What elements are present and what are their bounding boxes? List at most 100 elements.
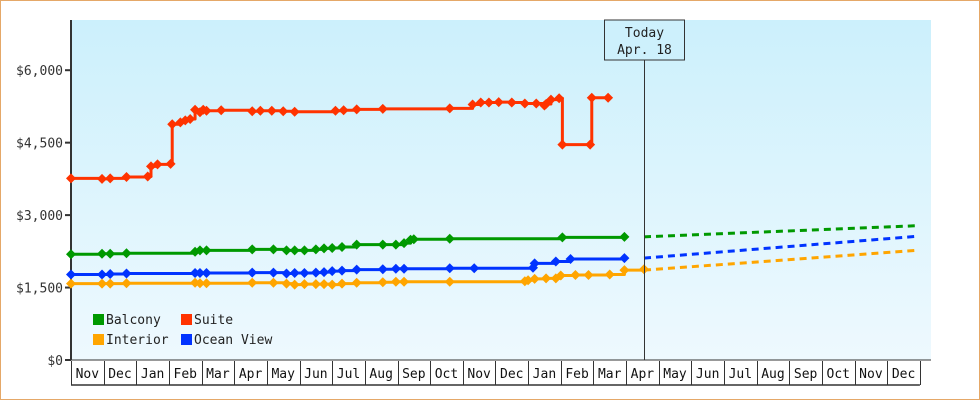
data-point-marker[interactable] [165, 158, 176, 169]
data-point-marker[interactable] [299, 268, 310, 279]
data-point-marker[interactable] [201, 245, 212, 256]
data-point-marker[interactable] [299, 245, 310, 256]
data-point-marker[interactable] [336, 265, 347, 276]
data-point-marker[interactable] [619, 231, 630, 242]
data-point-marker[interactable] [523, 275, 534, 286]
data-point-marker[interactable] [268, 267, 279, 278]
data-point-marker[interactable] [338, 105, 349, 116]
data-point-marker[interactable] [105, 248, 116, 259]
data-point-marker[interactable] [529, 273, 540, 284]
data-point-marker[interactable] [194, 268, 205, 279]
data-point-marker[interactable] [603, 92, 614, 103]
data-point-marker[interactable] [390, 239, 401, 250]
data-point-marker[interactable] [97, 269, 108, 280]
data-point-marker[interactable] [557, 232, 568, 243]
data-point-marker[interactable] [351, 277, 362, 288]
data-point-marker[interactable] [185, 113, 196, 124]
data-point-marker[interactable] [570, 269, 581, 280]
data-point-marker[interactable] [377, 239, 388, 250]
data-point-marker[interactable] [105, 278, 116, 289]
data-point-marker[interactable] [619, 265, 630, 276]
legend-item-suite[interactable]: Suite [181, 313, 233, 328]
data-point-marker[interactable] [289, 106, 300, 117]
data-point-marker[interactable] [278, 106, 289, 117]
data-point-marker[interactable] [105, 173, 116, 184]
data-point-marker[interactable] [586, 92, 597, 103]
data-point-marker[interactable] [266, 105, 277, 116]
data-point-marker[interactable] [319, 243, 330, 254]
legend-item-ocean-view[interactable]: Ocean View [181, 333, 272, 348]
data-point-marker[interactable] [268, 277, 279, 288]
data-point-marker[interactable] [327, 242, 338, 253]
data-point-marker[interactable] [493, 97, 504, 108]
data-point-marker[interactable] [97, 248, 108, 259]
data-point-marker[interactable] [399, 263, 410, 274]
data-point-marker[interactable] [555, 270, 566, 281]
data-point-marker[interactable] [377, 103, 388, 114]
data-point-marker[interactable] [121, 248, 132, 259]
data-point-marker[interactable] [66, 278, 76, 289]
data-point-marker[interactable] [377, 264, 388, 275]
data-point-marker[interactable] [390, 276, 401, 287]
data-point-marker[interactable] [554, 93, 565, 104]
data-point-marker[interactable] [281, 245, 292, 256]
data-point-marker[interactable] [310, 267, 321, 278]
data-point-marker[interactable] [541, 273, 552, 284]
data-point-marker[interactable] [467, 99, 478, 110]
data-point-marker[interactable] [550, 256, 561, 267]
data-point-marker[interactable] [201, 268, 212, 279]
data-point-marker[interactable] [201, 105, 212, 116]
data-point-marker[interactable] [121, 268, 132, 279]
legend-item-interior[interactable]: Interior [93, 333, 169, 348]
data-point-marker[interactable] [351, 264, 362, 275]
data-point-marker[interactable] [97, 278, 108, 289]
data-point-marker[interactable] [444, 233, 455, 244]
data-point-marker[interactable] [377, 277, 388, 288]
data-point-marker[interactable] [519, 98, 530, 109]
data-point-marker[interactable] [66, 249, 76, 260]
data-point-marker[interactable] [619, 253, 630, 264]
data-point-marker[interactable] [121, 278, 132, 289]
data-point-marker[interactable] [247, 277, 258, 288]
data-point-marker[interactable] [247, 267, 258, 278]
data-point-marker[interactable] [444, 263, 455, 274]
data-point-marker[interactable] [216, 105, 227, 116]
data-point-marker[interactable] [604, 269, 615, 280]
data-point-marker[interactable] [152, 159, 163, 170]
data-point-marker[interactable] [529, 258, 540, 269]
data-point-marker[interactable] [351, 104, 362, 115]
data-point-marker[interactable] [289, 268, 300, 279]
data-point-marker[interactable] [483, 97, 494, 108]
data-point-marker[interactable] [408, 234, 419, 245]
data-point-marker[interactable] [330, 105, 341, 116]
data-point-marker[interactable] [281, 268, 292, 279]
data-point-marker[interactable] [167, 119, 178, 130]
data-point-marker[interactable] [319, 279, 330, 290]
data-point-marker[interactable] [142, 171, 153, 182]
data-point-marker[interactable] [565, 254, 576, 265]
data-point-marker[interactable] [268, 244, 279, 255]
data-point-marker[interactable] [531, 98, 542, 109]
data-point-marker[interactable] [310, 279, 321, 290]
data-point-marker[interactable] [66, 269, 76, 280]
data-point-marker[interactable] [121, 171, 132, 182]
data-point-marker[interactable] [506, 97, 517, 108]
data-point-marker[interactable] [327, 266, 338, 277]
data-point-marker[interactable] [299, 279, 310, 290]
data-point-marker[interactable] [281, 278, 292, 289]
data-point-marker[interactable] [97, 173, 108, 184]
data-point-marker[interactable] [255, 105, 266, 116]
legend-item-balcony[interactable]: Balcony [93, 313, 161, 328]
data-point-marker[interactable] [66, 173, 76, 184]
data-point-marker[interactable] [201, 278, 212, 289]
data-point-marker[interactable] [585, 139, 596, 150]
data-point-marker[interactable] [289, 279, 300, 290]
data-point-marker[interactable] [247, 244, 258, 255]
data-point-marker[interactable] [475, 97, 486, 108]
data-point-marker[interactable] [336, 278, 347, 289]
data-point-marker[interactable] [444, 276, 455, 287]
data-point-marker[interactable] [583, 269, 594, 280]
data-point-marker[interactable] [557, 139, 568, 150]
data-point-marker[interactable] [390, 263, 401, 274]
data-point-marker[interactable] [194, 245, 205, 256]
